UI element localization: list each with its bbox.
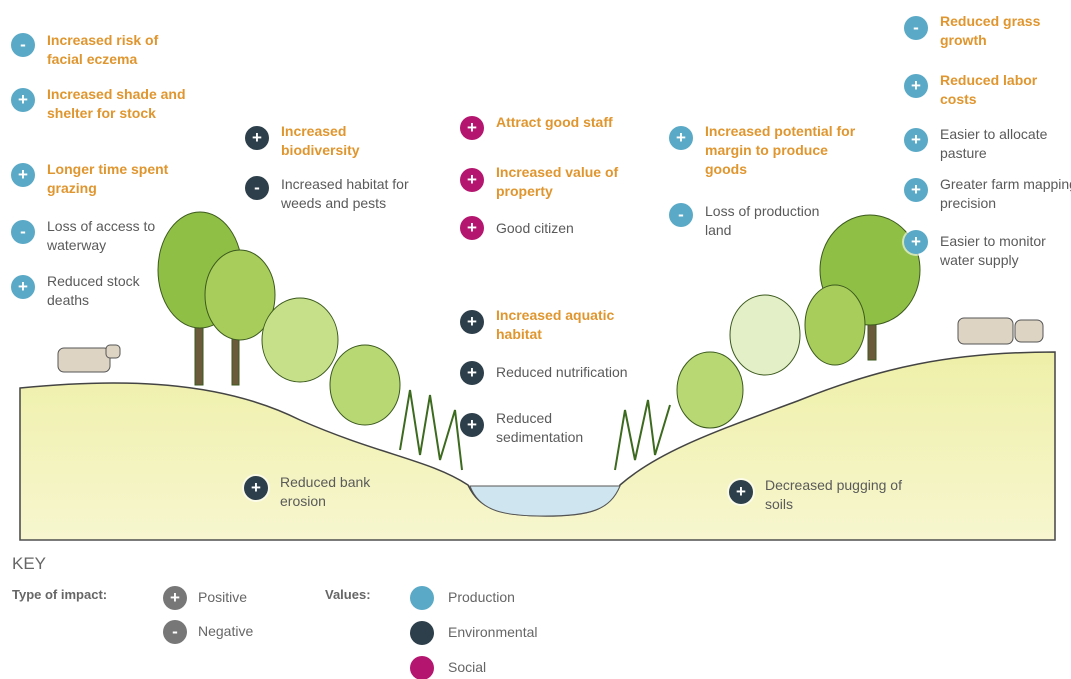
diagram: -Increased risk of facial eczema+Increas… [0,0,1071,679]
impact-icon: - [245,176,269,200]
impact-icon: + [904,128,928,152]
impact-label: Reduced nutrification [496,363,656,382]
impact-icon: + [460,216,484,240]
impact-icon: + [904,230,928,254]
impact-label: Increased potential for margin to produc… [705,122,865,179]
impact-label: Easier to monitor water supply [940,232,1070,270]
impact-icon: - [11,33,35,57]
impact-icon: - [904,16,928,40]
key-value-label: Environmental [448,624,538,640]
cow-left [58,345,120,372]
key-impact-label: Positive [198,589,247,605]
key-value-swatch [410,586,434,610]
impact-icon: + [460,413,484,437]
impact-icon: + [11,88,35,112]
impact-label: Increased biodiversity [281,122,381,160]
key-title: KEY [12,554,46,574]
key-value-label: Production [448,589,515,605]
impact-label: Good citizen [496,219,616,238]
impact-label: Loss of production land [705,202,845,240]
impact-label: Attract good staff [496,113,646,132]
key-impact-label: Negative [198,623,253,639]
impact-label: Reduced stock deaths [47,272,162,310]
impact-label: Reduced grass growth [940,12,1060,50]
impact-icon: + [729,480,753,504]
impact-icon: + [460,361,484,385]
impact-icon: - [11,220,35,244]
key-impact-icon: + [163,586,187,610]
impact-icon: + [460,168,484,192]
impact-label: Increased risk of facial eczema [47,31,182,69]
impact-label: Easier to allocate pasture [940,125,1070,163]
impact-label: Reduced labor costs [940,71,1060,109]
impact-icon: - [669,203,693,227]
impact-icon: + [904,178,928,202]
key-value-swatch [410,621,434,645]
impact-label: Increased habitat for weeds and pests [281,175,441,213]
impact-icon: + [245,126,269,150]
impact-label: Reduced bank erosion [280,473,400,511]
impact-icon: + [244,476,268,500]
key-impact-heading: Type of impact: [12,587,107,602]
key-values-heading: Values: [325,587,371,602]
impact-label: Reduced sedimentation [496,409,606,447]
impact-icon: + [904,74,928,98]
impact-icon: + [11,275,35,299]
impact-label: Increased shade and shelter for stock [47,85,187,123]
key-value-swatch [410,656,434,679]
impact-icon: + [669,126,693,150]
impact-label: Increased value of property [496,163,646,201]
impact-label: Loss of access to waterway [47,217,162,255]
key-impact-icon: - [163,620,187,644]
impact-label: Greater farm mapping precision [940,175,1071,213]
impact-label: Longer time spent grazing [47,160,197,198]
cows-right [958,318,1043,344]
impact-label: Decreased pugging of soils [765,476,925,514]
key-value-label: Social [448,659,486,675]
impact-icon: + [11,163,35,187]
impact-label: Increased aquatic habitat [496,306,646,344]
impact-icon: + [460,116,484,140]
impact-icon: + [460,310,484,334]
